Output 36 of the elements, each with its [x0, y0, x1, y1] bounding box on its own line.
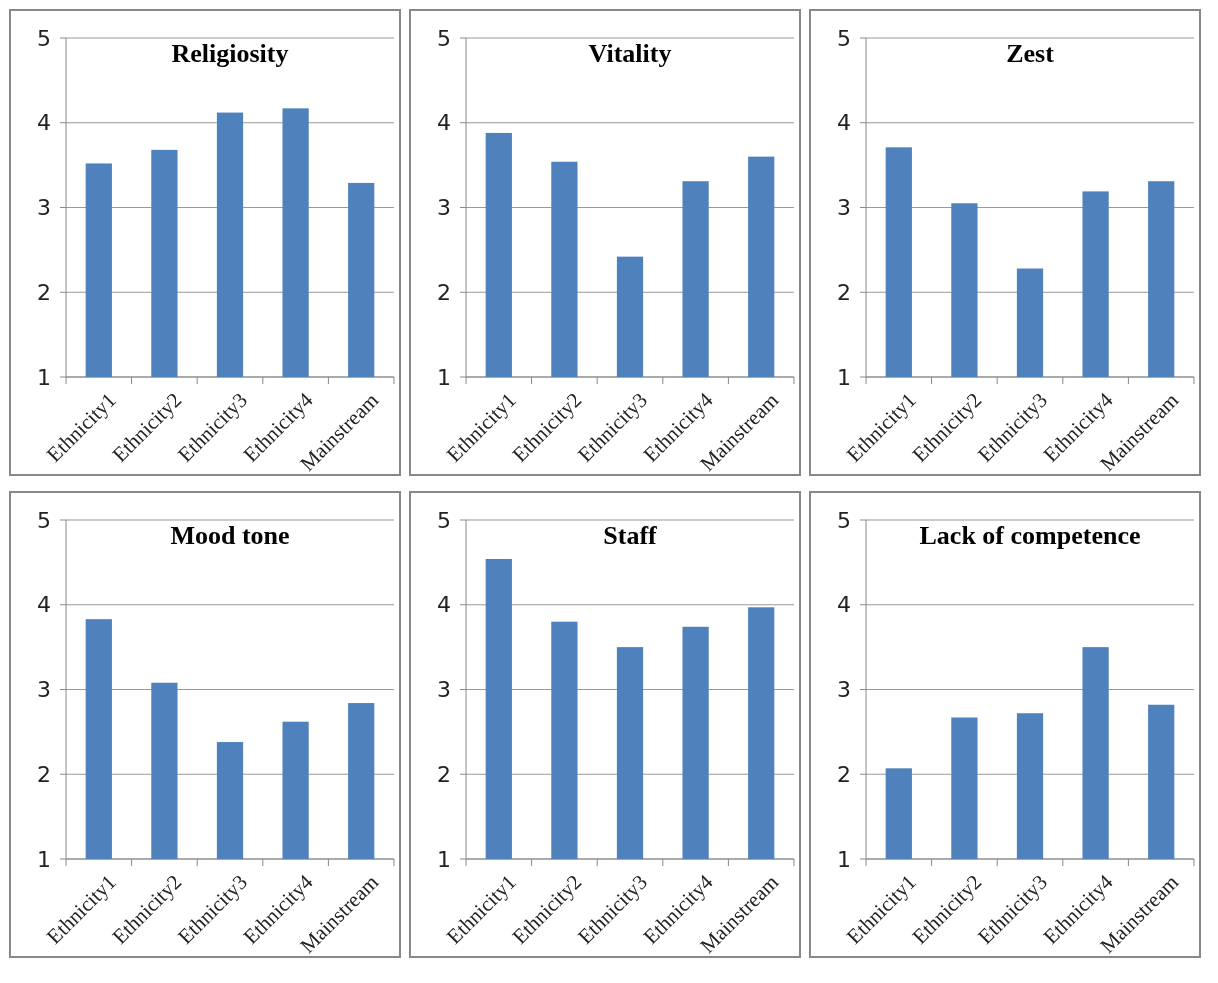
y-tick-label: 5	[837, 507, 851, 533]
y-tick-label: 1	[837, 846, 851, 872]
y-tick-label: 5	[37, 507, 51, 533]
y-tick-label: 3	[437, 195, 451, 221]
y-tick-label: 5	[437, 25, 451, 51]
chart-title: Staff	[603, 521, 658, 550]
y-tick-label: 4	[37, 592, 51, 618]
chart-title: Religiosity	[171, 39, 289, 68]
y-tick-label: 3	[837, 195, 851, 221]
y-tick-label: 2	[37, 279, 51, 305]
y-tick-label: 1	[37, 364, 51, 390]
y-tick-label: 5	[37, 25, 51, 51]
y-tick-label: 1	[437, 846, 451, 872]
y-tick-label: 5	[837, 25, 851, 51]
y-tick-label: 1	[437, 364, 451, 390]
y-tick-label: 4	[437, 110, 451, 136]
chart-title: Zest	[1006, 39, 1055, 68]
y-tick-label: 2	[437, 761, 451, 787]
y-tick-label: 4	[37, 110, 51, 136]
y-tick-label: 1	[37, 846, 51, 872]
chart-title: Vitality	[588, 39, 672, 68]
y-tick-label: 3	[37, 195, 51, 221]
y-tick-label: 1	[837, 364, 851, 390]
y-tick-label: 3	[37, 677, 51, 703]
y-tick-label: 5	[437, 507, 451, 533]
y-tick-label: 3	[437, 677, 451, 703]
y-tick-label: 4	[837, 592, 851, 618]
y-tick-label: 2	[837, 761, 851, 787]
y-tick-label: 2	[437, 279, 451, 305]
y-tick-label: 3	[837, 677, 851, 703]
chart-title: Mood tone	[170, 521, 290, 550]
y-tick-label: 4	[437, 592, 451, 618]
y-tick-label: 4	[837, 110, 851, 136]
y-tick-label: 2	[37, 761, 51, 787]
chart-title: Lack of competence	[919, 521, 1141, 550]
y-tick-label: 2	[837, 279, 851, 305]
